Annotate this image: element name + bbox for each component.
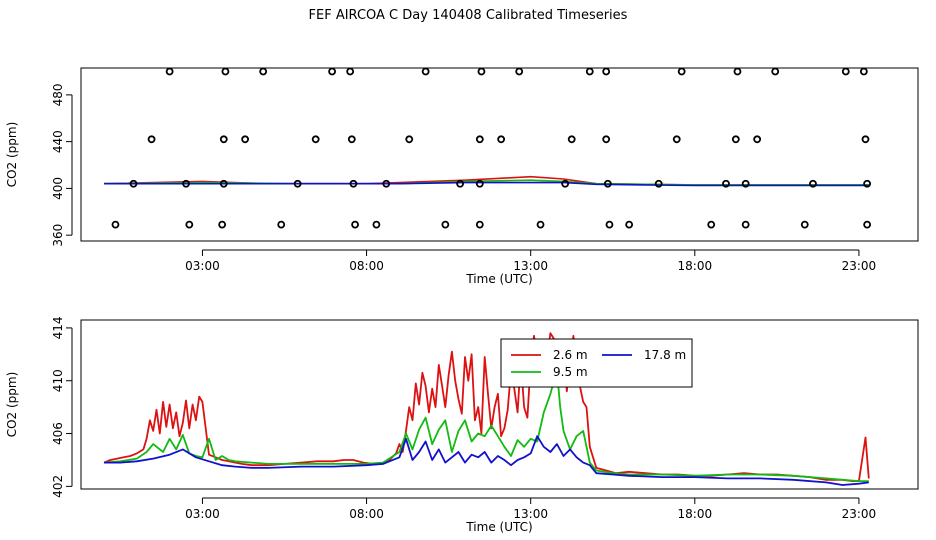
data-point: [863, 179, 872, 188]
data-point: [111, 220, 120, 229]
data-point: [603, 179, 612, 188]
data-point: [346, 67, 355, 76]
data-point: [241, 135, 250, 144]
data-point: [585, 67, 594, 76]
data-point: [221, 67, 230, 76]
data-point: [182, 179, 190, 188]
y-tick-label: 440: [51, 130, 65, 153]
data-point: [351, 220, 359, 229]
data-point: [861, 135, 870, 144]
figure-title: FEF AIRCOA C Day 140408 Calibrated Times…: [308, 8, 628, 23]
x-tick-label: 18:00: [678, 259, 713, 273]
panel-top-scatter: 03:00 08:00 13:00 18:00 23:00 Time (UTC) 360 40…: [5, 67, 919, 286]
data-point: [741, 179, 750, 188]
data-point: [219, 179, 228, 188]
data-point: [722, 179, 730, 188]
data-point: [497, 135, 506, 144]
data-point: [809, 179, 817, 188]
data-point: [477, 67, 486, 76]
data-point: [707, 220, 716, 229]
data-point: [405, 135, 414, 144]
legend: 2.6 m 17.8 m 9.5 m: [500, 338, 693, 388]
data-point: [753, 135, 762, 144]
data-point: [349, 179, 358, 188]
data-point: [293, 179, 302, 188]
x-tick-label: 23:00: [842, 507, 877, 521]
data-point: [218, 220, 227, 229]
y-axis-label: CO2 (ppm): [5, 122, 19, 188]
panel-bottom-lines: 03:00 08:00 13:00 18:00 23:00 Time (UTC) 402 40…: [5, 316, 919, 534]
y-tick-label: 406: [51, 422, 65, 445]
x-tick-label: 23:00: [842, 259, 877, 273]
legend-box: [500, 338, 693, 388]
y-tick-label: 400: [51, 177, 65, 200]
data-point: [741, 220, 750, 229]
data-point: [561, 179, 570, 188]
data-point: [733, 67, 742, 76]
x-tick-label: 13:00: [513, 259, 548, 273]
data-point: [602, 135, 611, 144]
data-point: [147, 135, 156, 144]
data-point: [259, 67, 268, 76]
data-point: [311, 135, 320, 144]
legend-label: 2.6 m: [553, 348, 588, 362]
data-point: [672, 135, 681, 144]
data-point: [863, 220, 872, 229]
data-point: [605, 220, 614, 229]
series-line-3: [104, 435, 869, 486]
x-axis-label: Time (UTC): [465, 272, 532, 286]
legend-label: 17.8 m: [644, 348, 686, 362]
data-point: [219, 135, 228, 144]
series-line-1: [103, 332, 870, 483]
x-tick-label: 08:00: [349, 259, 384, 273]
data-point: [456, 179, 465, 188]
y-axis-label: CO2 (ppm): [5, 372, 19, 438]
series-line-3: [104, 181, 869, 187]
data-point: [475, 135, 484, 144]
data-point: [185, 220, 194, 229]
data-point: [515, 67, 524, 76]
x-tick-label: 13:00: [513, 507, 548, 521]
data-point: [129, 179, 138, 188]
data-point: [536, 220, 545, 229]
plot-frame: [80, 67, 919, 242]
y-tick-label: 360: [51, 224, 65, 247]
data-point: [677, 67, 686, 76]
plot-frame: [80, 319, 919, 490]
data-point: [654, 179, 663, 188]
data-point: [841, 67, 850, 76]
data-point: [382, 179, 391, 188]
data-point: [859, 67, 868, 76]
data-point: [731, 135, 740, 144]
data-point: [421, 67, 430, 76]
series-line-2: [103, 369, 869, 483]
x-tick-label: 03:00: [185, 507, 220, 521]
data-point: [800, 220, 809, 229]
x-tick-label: 08:00: [349, 507, 384, 521]
data-point: [372, 220, 381, 229]
legend-label: 9.5 m: [553, 365, 588, 379]
data-point: [602, 67, 611, 76]
x-axis-label: Time (UTC): [465, 520, 532, 534]
data-point: [771, 67, 780, 76]
data-point: [165, 67, 174, 76]
data-point: [441, 220, 450, 229]
data-point: [277, 220, 286, 229]
data-point: [347, 135, 356, 144]
y-tick-label: 480: [51, 83, 65, 106]
data-point: [475, 179, 484, 188]
y-tick-label: 402: [51, 475, 65, 498]
y-tick-label: 414: [51, 316, 65, 339]
data-point: [328, 67, 337, 76]
data-point: [625, 220, 634, 229]
data-point: [567, 135, 576, 144]
y-tick-label: 410: [51, 369, 65, 392]
x-tick-label: 03:00: [185, 259, 220, 273]
x-tick-label: 18:00: [678, 507, 713, 521]
data-point: [475, 220, 484, 229]
